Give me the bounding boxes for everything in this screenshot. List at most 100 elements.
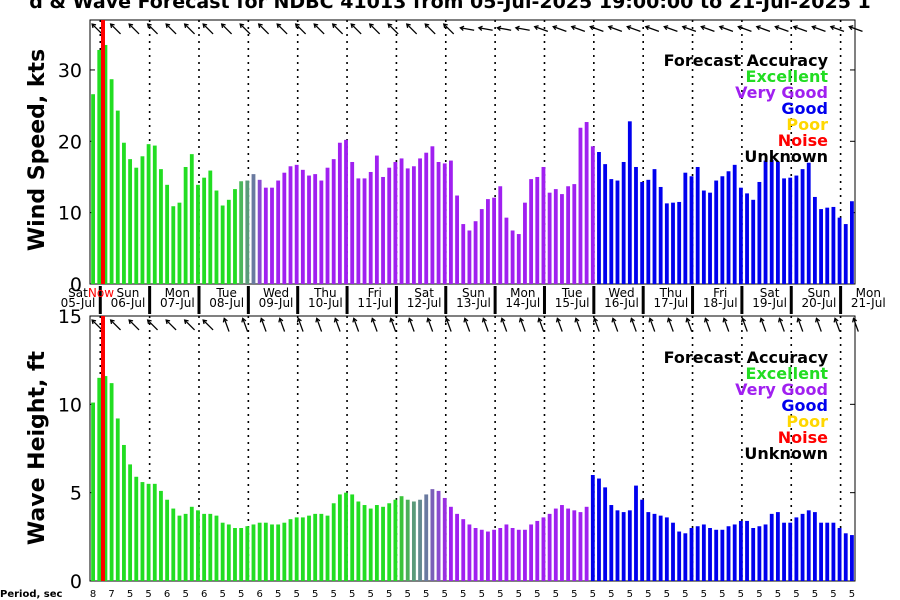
wind-bar <box>837 217 842 284</box>
period-value: 7 <box>108 589 114 600</box>
wave-direction-arrow <box>612 318 619 332</box>
wind-bar <box>171 206 176 284</box>
wave-bar <box>424 494 429 581</box>
wave-direction-arrow <box>667 318 674 332</box>
chart-title: d & Wave Forecast for NDBC 41013 from 05… <box>29 0 871 13</box>
wave-direction-arrowhead <box>648 317 654 323</box>
wind-direction-arrow <box>627 25 641 33</box>
wind-ytick-label: 10 <box>58 203 82 225</box>
wind-direction-arrowhead <box>331 23 337 29</box>
wind-direction-arrowhead <box>774 25 780 31</box>
wave-legend-item: Poor <box>786 412 828 431</box>
wind-direction-arrowhead <box>644 25 650 31</box>
wave-bar <box>128 464 133 581</box>
wave-direction-arrowhead <box>165 319 171 325</box>
wave-direction-arrowhead <box>740 317 747 323</box>
wave-bar <box>356 501 361 581</box>
wave-direction-arrow <box>184 319 196 331</box>
wind-bar <box>128 159 133 284</box>
wind-direction-arrowhead <box>514 25 520 31</box>
wave-bar <box>769 513 774 581</box>
wind-bar <box>307 175 311 284</box>
wave-bar <box>251 524 256 581</box>
wave-direction-arrowhead <box>259 317 265 323</box>
wave-direction-arrow <box>353 318 360 332</box>
period-value: 5 <box>719 589 725 600</box>
wind-bar <box>627 121 632 285</box>
wave-bar <box>819 522 823 581</box>
period-row: 8 7 5 5 6 5 6 5 5 6 5 5 5 5 5 5 5 5 5 5 5 5 5 5 5 5 5 5 5 5 5 5 5 5 5 5 5 5 5 5… <box>90 589 855 600</box>
wind-direction-arrow <box>276 23 288 35</box>
wave-direction-arrow <box>519 318 526 332</box>
wind-direction-arrowhead <box>165 23 171 29</box>
wave-bar <box>609 505 614 581</box>
wind-bar <box>159 169 163 284</box>
period-value: 6 <box>164 589 170 600</box>
wave-bar <box>344 492 348 581</box>
wind-bar <box>411 166 416 284</box>
wind-bar <box>325 167 330 284</box>
period-value: 5 <box>534 589 540 600</box>
wind-bar <box>220 205 225 284</box>
wave-direction-arrow <box>165 319 177 331</box>
wind-bar <box>109 79 114 284</box>
wind-direction-arrowhead <box>829 25 835 31</box>
wind-bar <box>671 202 675 284</box>
wind-bar <box>843 224 848 284</box>
period-value: 5 <box>608 589 614 600</box>
wave-bar <box>140 482 145 581</box>
wave-bar <box>701 524 706 581</box>
wind-direction-arrowhead <box>424 23 430 29</box>
wave-direction-arrow <box>686 318 693 332</box>
wind-bar <box>226 199 231 284</box>
wave-bar <box>202 513 207 581</box>
period-value: 5 <box>331 589 337 600</box>
wind-bar <box>788 177 793 284</box>
day-name-label: Thu <box>313 286 337 300</box>
wind-bar <box>430 146 435 284</box>
wind-direction-arrow <box>664 25 678 33</box>
wave-bar <box>634 485 638 581</box>
wave-direction-arrowhead <box>592 317 598 323</box>
wind-direction-arrow <box>645 25 660 33</box>
wave-bar <box>325 515 330 581</box>
wave-bar <box>374 505 379 581</box>
wind-direction-arrowhead <box>570 25 576 31</box>
day-name-label: Sun <box>808 286 831 300</box>
wave-bar <box>825 522 830 581</box>
wave-bar <box>239 528 244 581</box>
wind-bar <box>189 154 194 284</box>
wind-bar <box>300 169 305 284</box>
wave-bar <box>652 513 657 581</box>
wind-bar <box>794 175 799 284</box>
wave-direction-arrow <box>371 318 378 332</box>
wind-bar <box>319 180 324 284</box>
wind-bar <box>819 209 823 284</box>
day-separator <box>641 286 645 314</box>
wave-direction-arrowhead <box>407 317 413 323</box>
wind-frame <box>89 19 856 285</box>
wave-bar <box>393 499 398 581</box>
wind-direction-arrow <box>775 25 789 33</box>
period-value: 5 <box>386 589 392 600</box>
wave-direction-arrowhead <box>315 317 321 323</box>
wave-bar <box>843 533 848 581</box>
day-name-label: Fri <box>368 286 382 300</box>
wind-bar <box>103 44 108 284</box>
wave-bar <box>788 522 793 581</box>
wind-bar <box>245 180 250 284</box>
wind-direction-arrowhead <box>663 25 669 31</box>
wave-bar <box>288 519 293 581</box>
wave-bar <box>411 501 416 581</box>
wave-bar <box>738 520 743 581</box>
wave-direction-arrowhead <box>759 317 765 323</box>
wave-bar <box>757 526 762 581</box>
wave-bar <box>683 533 688 581</box>
wave-bar <box>621 512 626 581</box>
wind-bar <box>535 176 540 284</box>
wave-direction-arrow <box>202 319 214 331</box>
wind-bar <box>424 152 429 284</box>
day-name-label: Mon <box>510 286 535 300</box>
wind-bar <box>615 180 620 284</box>
